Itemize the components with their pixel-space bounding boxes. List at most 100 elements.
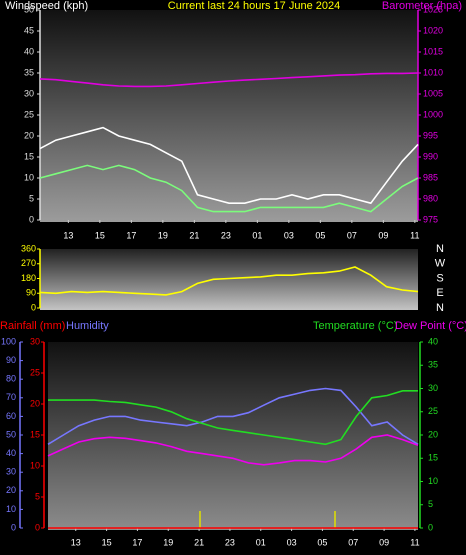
y2-tick-label: 0: [428, 522, 433, 532]
x-tick-label: 13: [71, 537, 81, 547]
y2-tick-label: N: [436, 302, 444, 314]
y-label: Windspeed (kph): [5, 0, 88, 12]
y-tick-label: 60: [6, 411, 16, 421]
y3-tick-label: 25: [30, 367, 40, 377]
y-tick-label: 100: [1, 336, 16, 346]
y-tick-label: 30: [24, 88, 34, 98]
x-tick-label: 19: [158, 230, 168, 240]
legend-label: Temperature (°C): [313, 320, 397, 332]
y-tick-label: 40: [24, 46, 34, 56]
y-tick-label: 90: [6, 355, 16, 365]
x-tick-label: 21: [194, 537, 204, 547]
y-tick-label: 10: [24, 172, 34, 182]
y-tick-label: 50: [6, 429, 16, 439]
y2-tick-label: 1005: [423, 88, 443, 98]
y-tick-label: 20: [6, 485, 16, 495]
x-tick-label: 11: [410, 537, 419, 547]
y-tick-label: 70: [6, 392, 16, 402]
x-tick-label: 09: [378, 230, 388, 240]
plot-area: [40, 10, 418, 222]
y-tick-label: 5: [29, 193, 34, 203]
y2-tick-label: W: [435, 258, 446, 270]
series-line: [39, 126, 419, 205]
y2-tick-label: N: [436, 243, 444, 255]
y-tick-label: 30: [6, 467, 16, 477]
y2-tick-label: 975: [423, 214, 438, 224]
y3-tick-label: 10: [30, 460, 40, 470]
y-tick-label: 35: [24, 67, 34, 77]
y2-tick-label: 20: [428, 429, 438, 439]
x-tick-label: 19: [163, 537, 173, 547]
y2-tick-label: 1015: [423, 46, 443, 56]
y-tick-label: 45: [24, 25, 34, 35]
series-line: [39, 266, 419, 296]
y3-tick-label: 0: [35, 522, 40, 532]
y2-tick-label: S: [436, 272, 443, 284]
y2-tick-label: 40: [428, 336, 438, 346]
plot-area: [48, 342, 418, 530]
series-line: [39, 72, 419, 88]
series-line: [48, 390, 418, 446]
x-tick-label: 05: [317, 537, 327, 547]
y2-tick-label: 1020: [423, 25, 443, 35]
x-tick-label: 03: [284, 230, 294, 240]
x-tick-label: 15: [95, 230, 105, 240]
y2-tick-label: 35: [428, 360, 438, 370]
y-tick-label: 270: [21, 258, 36, 268]
x-tick-label: 17: [126, 230, 136, 240]
y2-tick-label: 25: [428, 406, 438, 416]
y3-tick-label: 15: [30, 429, 40, 439]
y-tick-label: 25: [24, 109, 34, 119]
x-tick-label: 03: [287, 537, 297, 547]
y2-tick-label: 995: [423, 130, 438, 140]
y2-tick-label: E: [436, 287, 443, 299]
series-line: [47, 387, 419, 445]
y2-tick-label: 15: [428, 453, 438, 463]
y2-tick-label: 985: [423, 172, 438, 182]
y2-tick-label: 5: [428, 499, 433, 509]
x-tick-label: 07: [348, 537, 358, 547]
y2-tick-label: 30: [428, 383, 438, 393]
y-tick-label: 10: [6, 504, 16, 514]
x-tick-label: 01: [252, 230, 262, 240]
x-tick-label: 05: [315, 230, 325, 240]
y-tick-label: 40: [6, 448, 16, 458]
y3-tick-label: 30: [30, 336, 40, 346]
x-tick-label: 13: [63, 230, 73, 240]
series-line: [47, 434, 419, 466]
y-tick-label: 0: [29, 214, 34, 224]
x-tick-label: 17: [132, 537, 142, 547]
y-tick-label: 50: [24, 4, 34, 14]
legend-label: Dew Point (°C): [395, 320, 466, 332]
plot-area: [40, 249, 418, 310]
legend-label: Humidity: [66, 320, 109, 332]
x-tick-label: 07: [347, 230, 357, 240]
y-tick-label: 0: [31, 302, 36, 312]
y-tick-label: 20: [24, 130, 34, 140]
series-line: [39, 164, 419, 213]
y3-tick-label: 20: [30, 398, 40, 408]
x-tick-label: 01: [256, 537, 266, 547]
y2-tick-label: 990: [423, 151, 438, 161]
x-tick-label: 23: [225, 537, 235, 547]
y-tick-label: 80: [6, 374, 16, 384]
y2-tick-label: 1000: [423, 109, 443, 119]
y-tick-label: 0: [11, 522, 16, 532]
x-tick-label: 21: [189, 230, 199, 240]
x-tick-label: 23: [221, 230, 231, 240]
y3-tick-label: 5: [35, 491, 40, 501]
y-tick-label: 15: [24, 151, 34, 161]
y-tick-label: 360: [21, 243, 36, 253]
y2-tick-label: 1010: [423, 67, 443, 77]
y2-tick-label: 1025: [423, 4, 443, 14]
y-tick-label: 180: [21, 273, 36, 283]
x-tick-label: 15: [102, 537, 112, 547]
x-tick-label: 09: [379, 537, 389, 547]
y-tick-label: 90: [26, 288, 36, 298]
y2-tick-label: 10: [428, 476, 438, 486]
title: Current last 24 hours 17 June 2024: [168, 0, 340, 12]
y2-tick-label: 980: [423, 193, 438, 203]
y2-label: Barometer (hpa): [382, 0, 462, 12]
